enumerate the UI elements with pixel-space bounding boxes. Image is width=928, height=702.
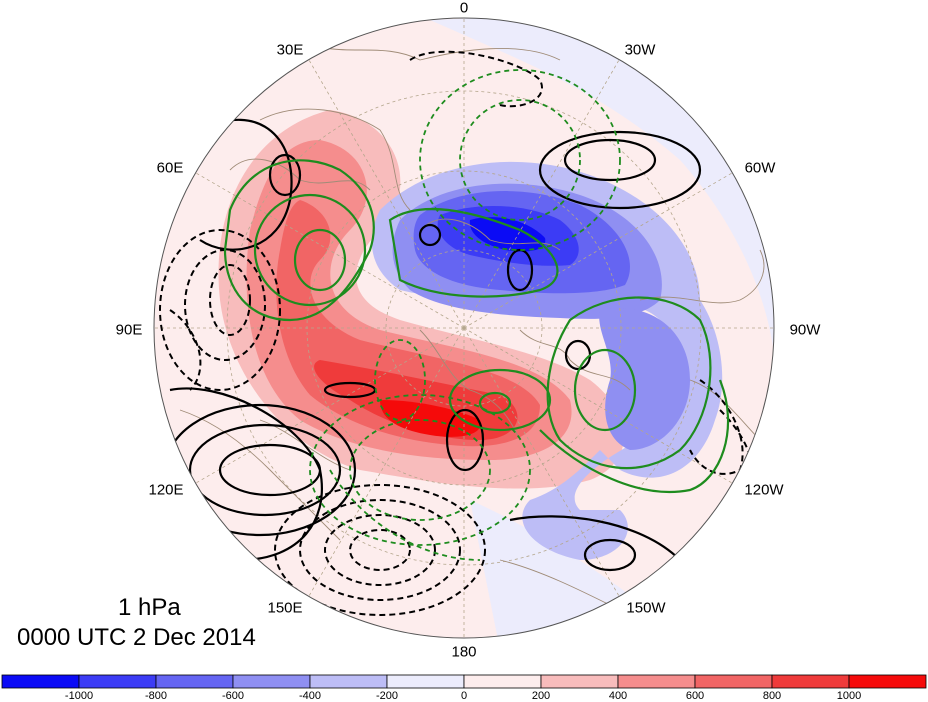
colorbar-box [386, 674, 465, 689]
positive-anomaly-region [218, 110, 624, 489]
colorbar-box [617, 674, 696, 689]
black-solid-contours [163, 118, 702, 632]
colorbar-tick-label: 0 [460, 690, 468, 702]
longitude-label-180: 180 [451, 643, 477, 661]
green-solid-contours [223, 159, 730, 494]
longitude-label-60w: 60W [744, 159, 776, 177]
colorbar-tick-label: -1000 [64, 690, 94, 702]
longitude-label-120e: 120E [148, 481, 184, 499]
map-border [153, 17, 775, 639]
pressure-level-label: 1 hPa [118, 594, 181, 621]
negative-anomaly-region [371, 161, 723, 561]
colorbar-box [694, 674, 773, 689]
longitude-label-90e: 90E [115, 321, 143, 339]
longitude-label-30w: 30W [624, 41, 656, 59]
colorbar-tick-label: 600 [685, 690, 705, 702]
longitude-label-60e: 60E [156, 159, 184, 177]
colorbar-tick-label: 200 [531, 690, 551, 702]
colorbar-box [1, 674, 80, 689]
longitude-label-30e: 30E [276, 41, 304, 59]
valid-time-label: 0000 UTC 2 Dec 2014 [17, 624, 256, 651]
colorbar-box [232, 674, 311, 689]
colorbar-box [309, 674, 388, 689]
longitude-label-90w: 90W [789, 321, 821, 339]
colorbar-box [771, 674, 850, 689]
longitude-label-0: 0 [459, 0, 469, 17]
colorbar-box [78, 674, 157, 689]
colorbar-tick-label: -800 [144, 690, 168, 702]
colorbar-box [463, 674, 542, 689]
longitude-label-150e: 150E [267, 599, 303, 617]
map-disc [154, 18, 774, 638]
colorbar [1, 674, 927, 689]
colorbar-tick-label: 800 [762, 690, 782, 702]
graticule [154, 18, 774, 638]
colorbar-tick-label: -600 [221, 690, 245, 702]
longitude-label-120w: 120W [744, 481, 784, 499]
colorbar-tick-label: 400 [608, 690, 628, 702]
colorbar-tick-label: -400 [298, 690, 322, 702]
longitude-label-150w: 150W [626, 599, 666, 617]
colorbar-box [848, 674, 927, 689]
colorbar-tick-label: -200 [375, 690, 399, 702]
colorbar-tick-label: 1000 [836, 690, 862, 702]
colorbar-box [540, 674, 619, 689]
green-dashed-contours [309, 69, 621, 561]
colorbar-box [155, 674, 234, 689]
